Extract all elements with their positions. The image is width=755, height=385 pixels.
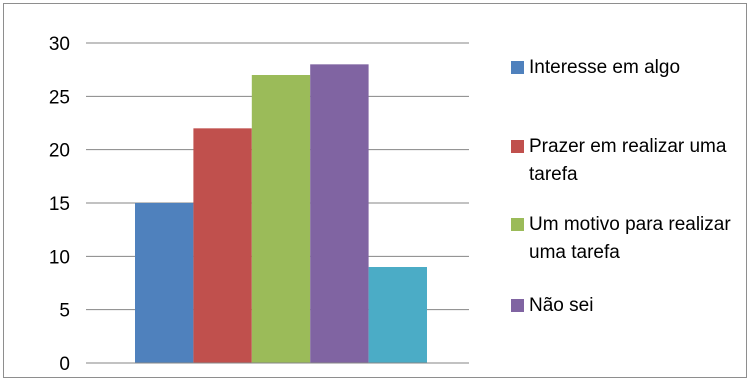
y-axis-tick-labels: 0 5 10 15 20 25 30: [49, 34, 70, 375]
bar-series-3: [251, 75, 311, 363]
legend-swatch-prazer: [511, 140, 524, 153]
legend-swatch-interesse: [511, 61, 524, 74]
legend-label: Não sei: [529, 295, 594, 316]
legend-swatch-nao-sei: [511, 299, 524, 312]
y-tick-label: 20: [49, 141, 70, 162]
legend-label: Um motivo para realizar uma tarefa: [529, 214, 731, 263]
y-tick-label: 15: [49, 194, 70, 215]
y-tick-label: 0: [59, 354, 70, 375]
bar-series-4: [310, 64, 369, 363]
legend-item-motivo: Um motivo para realizar uma tarefa: [511, 211, 734, 267]
y-tick-label: 30: [49, 34, 70, 55]
bars: [135, 64, 427, 363]
bar-series-1: [135, 203, 194, 363]
y-tick-label: 25: [49, 87, 70, 108]
bar-series-5: [368, 267, 427, 363]
y-tick-label: 10: [49, 247, 70, 268]
legend-item-interesse: Interesse em algo: [511, 54, 734, 82]
legend-label: Interesse em algo: [529, 57, 681, 78]
legend-label: Prazer em realizar uma tarefa: [529, 136, 727, 185]
bar-series-2: [193, 128, 252, 363]
legend-item-nao-sei: Não sei: [511, 292, 734, 320]
legend-item-prazer: Prazer em realizar uma tarefa: [511, 133, 734, 189]
legend-swatch-motivo: [511, 218, 524, 231]
y-tick-label: 5: [59, 301, 70, 322]
